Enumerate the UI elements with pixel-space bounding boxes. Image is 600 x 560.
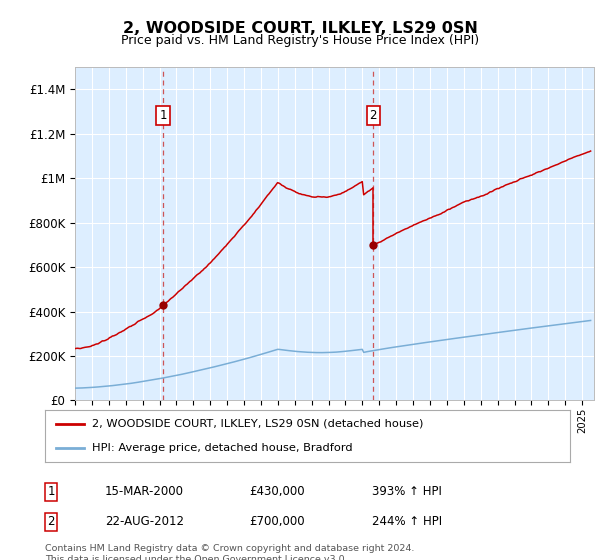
Text: HPI: Average price, detached house, Bradford: HPI: Average price, detached house, Brad… bbox=[92, 443, 353, 453]
Text: 15-MAR-2000: 15-MAR-2000 bbox=[105, 485, 184, 498]
Text: 1: 1 bbox=[47, 485, 55, 498]
Text: £430,000: £430,000 bbox=[249, 485, 305, 498]
Text: 2: 2 bbox=[47, 515, 55, 529]
Text: 22-AUG-2012: 22-AUG-2012 bbox=[105, 515, 184, 529]
Text: 2: 2 bbox=[370, 109, 377, 122]
Text: 1: 1 bbox=[160, 109, 167, 122]
Text: 2, WOODSIDE COURT, ILKLEY, LS29 0SN (detached house): 2, WOODSIDE COURT, ILKLEY, LS29 0SN (det… bbox=[92, 419, 424, 429]
Text: 244% ↑ HPI: 244% ↑ HPI bbox=[372, 515, 442, 529]
Text: £700,000: £700,000 bbox=[249, 515, 305, 529]
Text: 2, WOODSIDE COURT, ILKLEY, LS29 0SN: 2, WOODSIDE COURT, ILKLEY, LS29 0SN bbox=[122, 21, 478, 36]
Text: Price paid vs. HM Land Registry's House Price Index (HPI): Price paid vs. HM Land Registry's House … bbox=[121, 34, 479, 46]
Text: Contains HM Land Registry data © Crown copyright and database right 2024.
This d: Contains HM Land Registry data © Crown c… bbox=[45, 544, 415, 560]
Text: 393% ↑ HPI: 393% ↑ HPI bbox=[372, 485, 442, 498]
